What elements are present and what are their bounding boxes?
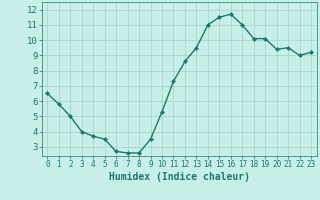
X-axis label: Humidex (Indice chaleur): Humidex (Indice chaleur) (109, 172, 250, 182)
